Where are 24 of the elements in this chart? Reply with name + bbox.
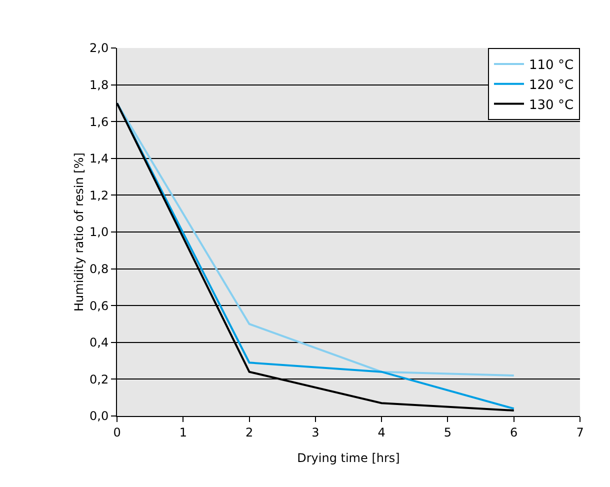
y-tick-label: 1,6 (90, 114, 109, 129)
x-tick-label: 1 (179, 425, 187, 440)
legend-label: 110 °C (529, 58, 574, 74)
x-tick-label: 3 (312, 425, 320, 440)
y-tick-label: 1,2 (90, 188, 109, 202)
y-axis-title: Humidity ratio of resin [%] (72, 152, 86, 312)
x-tick-label: 5 (444, 425, 452, 440)
x-tick-label: 2 (245, 425, 254, 440)
y-tick-label: 1,4 (90, 152, 109, 166)
x-tick-label: 6 (510, 425, 518, 440)
y-tick-label: 0,0 (90, 409, 109, 424)
legend-label: 120 °C (529, 78, 574, 93)
y-tick-label: 1,8 (90, 78, 109, 92)
x-tick-label: 0 (113, 425, 121, 440)
x-tick-label: 7 (576, 425, 584, 440)
y-tick-label: 0,2 (90, 372, 109, 386)
legend-label: 130 °C (529, 98, 574, 113)
y-tick-label: 2,0 (90, 41, 109, 56)
y-tick-label: 0,8 (90, 262, 109, 276)
y-tick-label: 1,0 (90, 225, 109, 240)
x-tick-label: 4 (378, 425, 386, 440)
y-tick-label: 0,6 (90, 298, 109, 313)
y-tick-label: 0,4 (90, 336, 109, 350)
x-axis-title: Drying time [hrs] (297, 451, 400, 465)
